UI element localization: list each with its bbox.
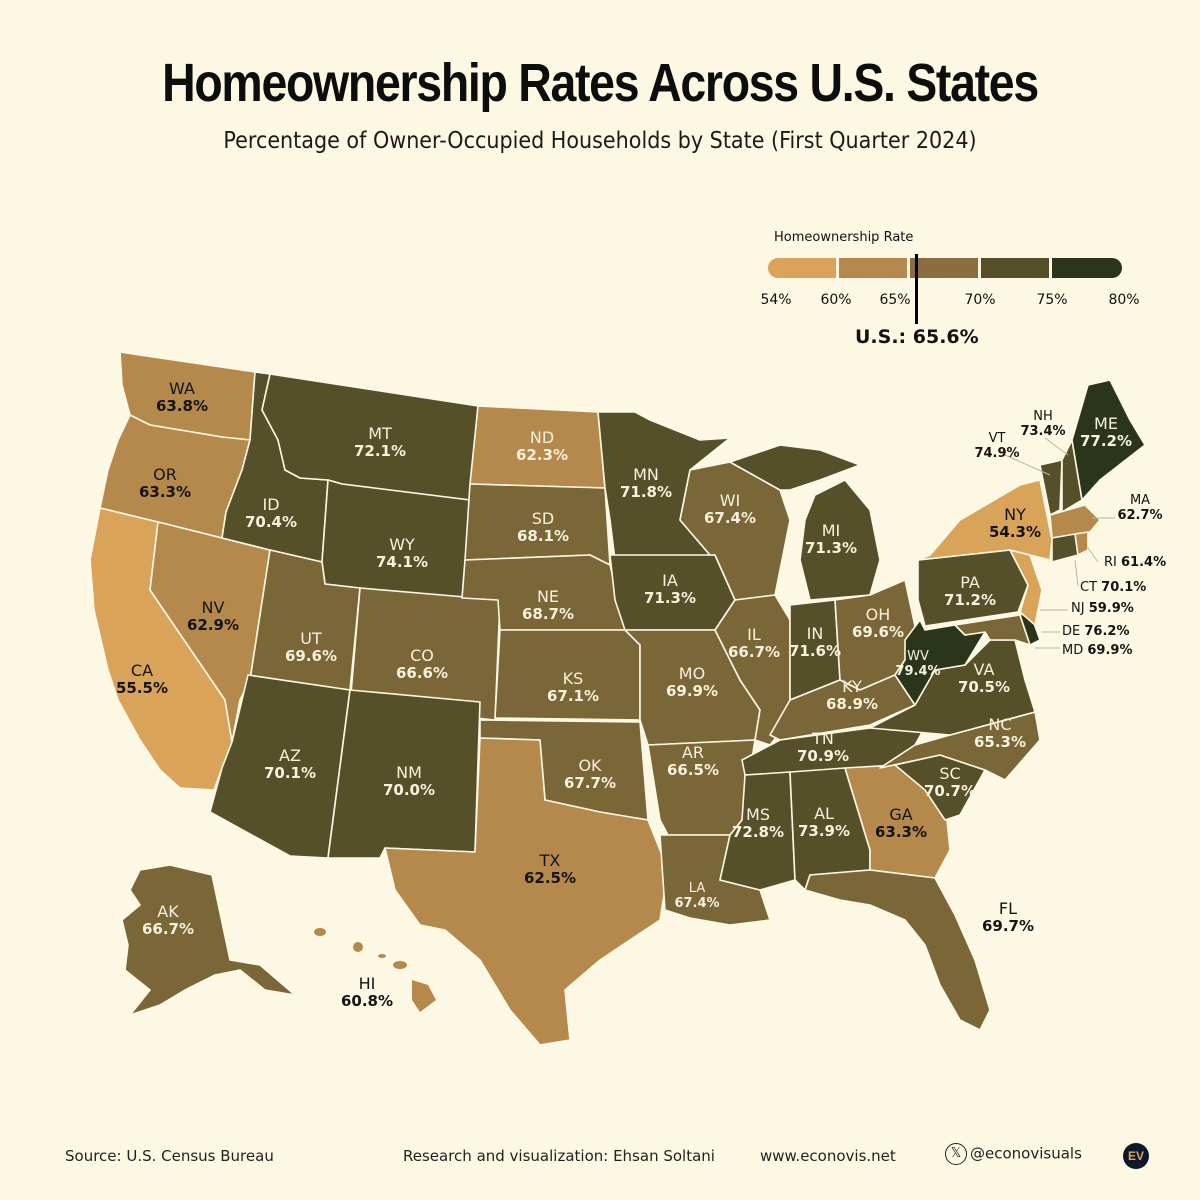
credit-text: Research and visualization: Ehsan Soltan… xyxy=(403,1147,715,1165)
legend-tick: 70% xyxy=(964,292,996,308)
label-ID: ID 70.4% xyxy=(244,495,298,532)
label-MA: MA 62.7% xyxy=(1117,493,1163,523)
label-IN: IN 71.6% xyxy=(788,624,842,661)
label-HI: HI 60.8% xyxy=(340,974,394,1011)
label-MN: MN 71.8% xyxy=(619,465,673,502)
label-LA: LA 67.4% xyxy=(674,881,720,911)
x-logo-icon: 𝕏 xyxy=(945,1143,967,1165)
label-NH: NH 73.4% xyxy=(1020,409,1066,439)
label-OK: OK 67.7% xyxy=(563,756,617,793)
label-AL: AL 73.9% xyxy=(797,804,851,841)
label-RI: RI 61.4% xyxy=(1104,555,1167,570)
label-WA: WA 63.8% xyxy=(155,379,209,416)
state-WV[interactable] xyxy=(894,619,986,706)
state-MI-UP[interactable] xyxy=(729,444,861,491)
us-average-label: U.S.: 65.6% xyxy=(855,326,979,348)
legend-bin-54-60 xyxy=(768,258,836,278)
label-VT: VT 74.9% xyxy=(974,431,1020,461)
label-SC: SC 70.7% xyxy=(923,764,977,801)
label-PA: PA 71.2% xyxy=(943,573,997,610)
label-GA: GA 63.3% xyxy=(874,805,928,842)
label-CO: CO 66.6% xyxy=(395,646,449,683)
label-WV: WV 79.4% xyxy=(895,649,941,679)
legend-tick: 75% xyxy=(1036,292,1068,308)
label-FL: FL 69.7% xyxy=(981,899,1035,936)
label-SD: SD 68.1% xyxy=(516,509,570,546)
label-MS: MS 72.8% xyxy=(731,805,785,842)
label-TN: TN 70.9% xyxy=(796,729,850,766)
legend-bin-65-70 xyxy=(910,258,978,278)
label-MD: MD 69.9% xyxy=(1062,643,1133,658)
label-WY: WY 74.1% xyxy=(375,535,429,572)
label-IL: IL 66.7% xyxy=(727,625,781,662)
state-VT[interactable] xyxy=(1039,459,1063,516)
source-text: Source: U.S. Census Bureau xyxy=(65,1147,274,1165)
legend-tick: 60% xyxy=(820,292,852,308)
label-ND: ND 62.3% xyxy=(515,428,569,465)
label-OH: OH 69.6% xyxy=(851,605,905,642)
label-KY: KY 68.9% xyxy=(825,677,879,714)
label-OR: OR 63.3% xyxy=(138,465,192,502)
label-MI: MI 71.3% xyxy=(804,521,858,558)
label-NM: NM 70.0% xyxy=(382,763,436,800)
label-DE: DE 76.2% xyxy=(1062,624,1130,639)
chart-title: Homeownership Rates Across U.S. States xyxy=(162,53,1039,113)
chart-subtitle: Percentage of Owner-Occupied Households … xyxy=(223,128,977,154)
state-AK[interactable] xyxy=(121,864,296,1016)
state-NY[interactable] xyxy=(917,479,1053,561)
state-MA[interactable] xyxy=(1049,504,1101,539)
label-ME: ME 77.2% xyxy=(1079,414,1133,451)
label-TX: TX 62.5% xyxy=(523,851,577,888)
legend-bin-60-65 xyxy=(839,258,907,278)
state-ME[interactable] xyxy=(1071,379,1146,501)
state-IL[interactable] xyxy=(714,594,791,746)
label-VA: VA 70.5% xyxy=(957,660,1011,697)
legend: Homeownership Rate 54% 60% 65% 70% 75% 8… xyxy=(760,226,1140,356)
econovis-logo: EV xyxy=(1123,1143,1149,1169)
legend-tick: 65% xyxy=(879,292,911,308)
legend-tick: 54% xyxy=(760,292,792,308)
label-CT: CT 70.1% xyxy=(1080,580,1147,595)
state-TX[interactable] xyxy=(384,737,669,1046)
label-AR: AR 66.5% xyxy=(666,743,720,780)
state-HI[interactable] xyxy=(314,928,436,1012)
legend-bin-70-75 xyxy=(981,258,1049,278)
legend-tick: 80% xyxy=(1108,292,1140,308)
label-NJ: NJ 59.9% xyxy=(1071,601,1134,616)
handle-text: @econovisuals xyxy=(970,1144,1082,1163)
label-UT: UT 69.6% xyxy=(284,629,338,666)
label-IA: IA 71.3% xyxy=(643,571,697,608)
legend-bin-75-80 xyxy=(1052,258,1122,278)
us-average-marker xyxy=(915,254,918,324)
label-NV: NV 62.9% xyxy=(186,598,240,635)
label-AK: AK 66.7% xyxy=(141,902,195,939)
label-MT: MT 72.1% xyxy=(353,424,407,461)
label-MO: MO 69.9% xyxy=(665,664,719,701)
legend-title: Homeownership Rate xyxy=(774,230,914,245)
label-NC: NC 65.3% xyxy=(973,715,1027,752)
label-NE: NE 68.7% xyxy=(521,587,575,624)
label-CA: CA 55.5% xyxy=(115,661,169,698)
legend-color-bar xyxy=(768,258,1128,278)
label-WI: WI 67.4% xyxy=(703,491,757,528)
label-KS: KS 67.1% xyxy=(546,669,600,706)
social-handle[interactable]: 𝕏 @econovisuals xyxy=(945,1143,1082,1165)
state-FL[interactable] xyxy=(804,869,991,1031)
state-RI[interactable] xyxy=(1074,531,1089,556)
label-AZ: AZ 70.1% xyxy=(263,746,317,783)
website-link[interactable]: www.econovis.net xyxy=(760,1147,896,1165)
state-CT[interactable] xyxy=(1051,533,1079,563)
leader-lines xyxy=(1004,437,1115,649)
label-NY: NY 54.3% xyxy=(988,505,1042,542)
